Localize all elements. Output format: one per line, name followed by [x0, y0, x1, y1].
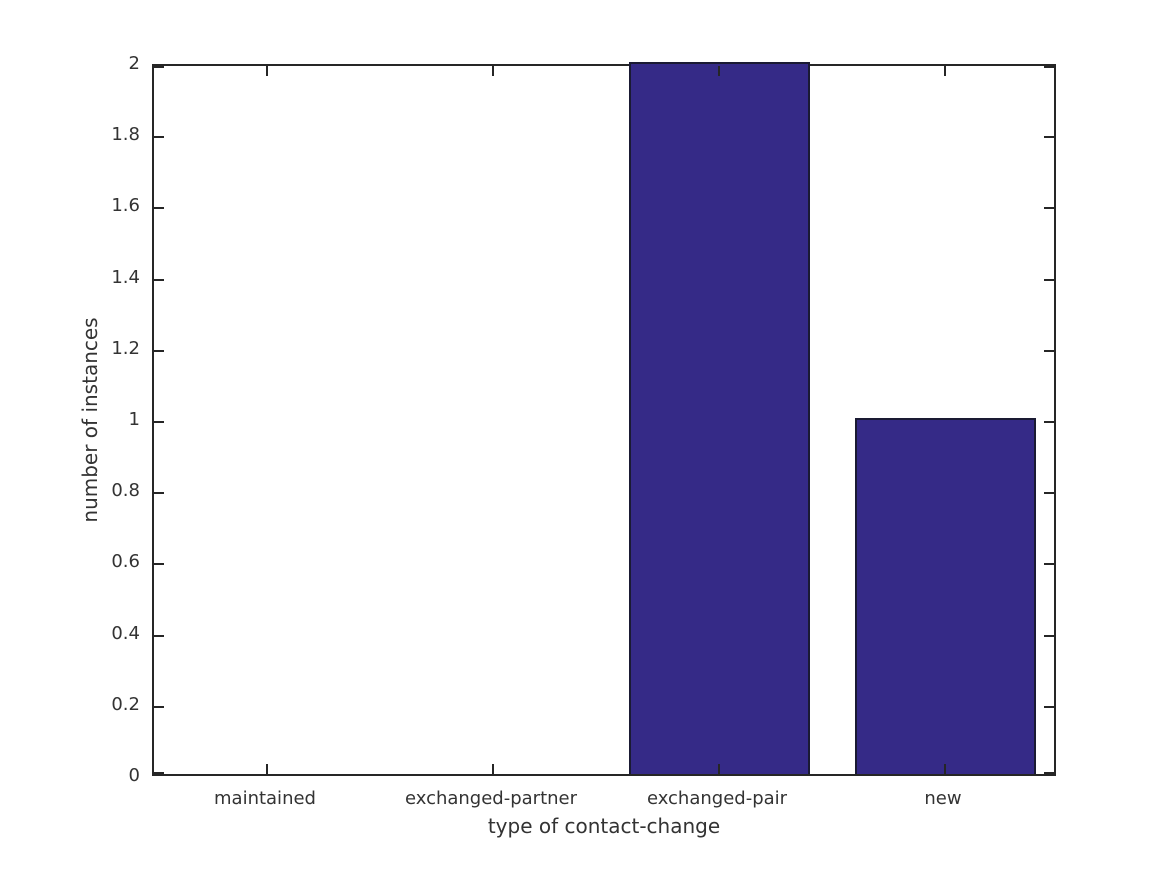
y-tick-label: 1.4	[111, 266, 140, 288]
y-tick	[1044, 207, 1054, 209]
y-tick	[1044, 706, 1054, 708]
x-category-label: maintained	[214, 788, 316, 809]
y-tick	[1044, 563, 1054, 565]
bar-new	[855, 418, 1036, 774]
y-tick	[154, 492, 164, 494]
y-tick	[1044, 350, 1054, 352]
y-axis-label: number of instances	[78, 317, 102, 523]
y-tick	[154, 563, 164, 565]
x-tick	[266, 66, 268, 76]
y-tick-label: 2	[128, 53, 140, 74]
y-tick-label: 0.6	[111, 551, 140, 573]
y-tick	[154, 207, 164, 209]
x-axis-label: type of contact-change	[487, 814, 721, 838]
y-tick	[1044, 136, 1054, 138]
y-tick-label: 1.2	[111, 337, 140, 359]
x-tick	[266, 764, 268, 774]
x-tick	[492, 764, 494, 774]
x-category-label: exchanged-partner	[404, 788, 578, 809]
y-tick-label: 1	[128, 409, 140, 430]
x-tick	[944, 764, 946, 774]
y-tick	[1044, 421, 1054, 423]
x-category-label: new	[924, 788, 962, 809]
y-tick-label: 0.4	[111, 622, 140, 644]
y-tick	[154, 706, 164, 708]
y-tick	[154, 279, 164, 281]
y-tick-label: 1.8	[111, 124, 140, 146]
y-tick	[154, 421, 164, 423]
x-tick	[944, 66, 946, 76]
y-tick-label: 1.6	[111, 195, 140, 217]
y-tick	[154, 635, 164, 637]
bar-exchanged-pair	[629, 62, 810, 774]
y-tick	[1044, 492, 1054, 494]
x-tick	[718, 764, 720, 774]
y-tick-label: 0	[128, 765, 140, 786]
y-tick	[154, 350, 164, 352]
y-tick	[1044, 635, 1054, 637]
x-category-label: exchanged-pair	[646, 788, 788, 809]
x-tick	[492, 66, 494, 76]
y-tick-label: 0.8	[111, 480, 140, 502]
y-tick	[154, 66, 164, 68]
x-tick	[718, 66, 720, 76]
y-tick	[1044, 66, 1054, 68]
y-tick-label: 0.2	[111, 693, 140, 715]
y-tick	[1044, 772, 1054, 774]
y-tick	[154, 136, 164, 138]
plot-area	[152, 62, 1056, 776]
y-tick	[1044, 279, 1054, 281]
y-tick	[154, 772, 164, 774]
